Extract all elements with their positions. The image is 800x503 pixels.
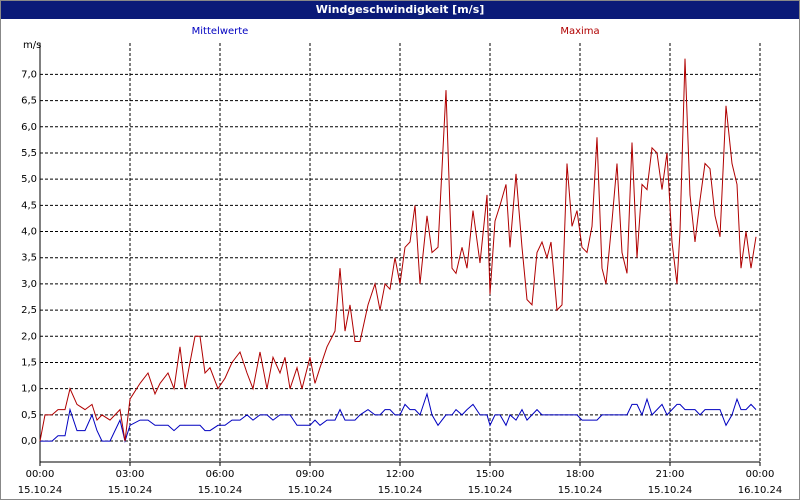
y-tick-label: 6,5 [21, 96, 37, 107]
x-tick-date: 15.10.24 [378, 485, 423, 496]
x-tick-date: 15.10.24 [648, 485, 693, 496]
x-tick-date: 15.10.24 [288, 485, 333, 496]
x-tick-label: 06:00 [206, 469, 235, 480]
x-tick-date: 16.10.24 [738, 485, 783, 496]
x-tick-label: 18:00 [566, 469, 595, 480]
y-tick-label: 6,0 [21, 122, 37, 133]
x-tick-label: 21:00 [656, 469, 685, 480]
x-tick-date: 15.10.24 [198, 485, 243, 496]
y-tick-label: 0,5 [21, 410, 37, 421]
x-tick-label: 09:00 [296, 469, 325, 480]
x-tick-label: 12:00 [386, 469, 415, 480]
y-tick-label: 3,5 [21, 253, 37, 264]
series-line [40, 392, 757, 443]
y-tick-label: 2,5 [21, 305, 37, 316]
chart: m/s 0,0 0,5 1,0 1,5 2,0 2,5 3,0 3,5 4,0 4,5 5,0 5,5 6… [18, 26, 783, 496]
y-tick-label: 5,5 [21, 148, 37, 159]
x-tick-date: 15.10.24 [108, 485, 153, 496]
y-tick-label: 4,0 [21, 227, 37, 238]
x-tick-label: 15:00 [476, 469, 505, 480]
x-tick-label: 03:00 [116, 469, 145, 480]
x-tick-label: 00:00 [746, 469, 775, 480]
y-tick-label: 0,0 [21, 436, 37, 447]
y-tick-label: 7,0 [21, 69, 37, 80]
y-tick-label: 3,0 [21, 279, 37, 290]
chart-title: Windgeschwindigkeit [m/s] [1, 1, 799, 19]
x-tick-date: 15.10.24 [18, 485, 63, 496]
x-tick-date: 15.10.24 [558, 485, 603, 496]
y-tick-label: 1,5 [21, 357, 37, 368]
y-tick-label: 5,0 [21, 174, 37, 185]
y-axis-label: m/s [23, 40, 41, 51]
legend-entry: Maxima [560, 26, 599, 37]
y-tick-label: 4,5 [21, 200, 37, 211]
series-line [39, 58, 757, 442]
y-tick-label: 1,0 [21, 384, 37, 395]
legend-entry: Mittelwerte [192, 26, 249, 37]
x-tick-date: 15.10.24 [468, 485, 513, 496]
x-tick-label: 00:00 [26, 469, 55, 480]
y-tick-label: 2,0 [21, 331, 37, 342]
